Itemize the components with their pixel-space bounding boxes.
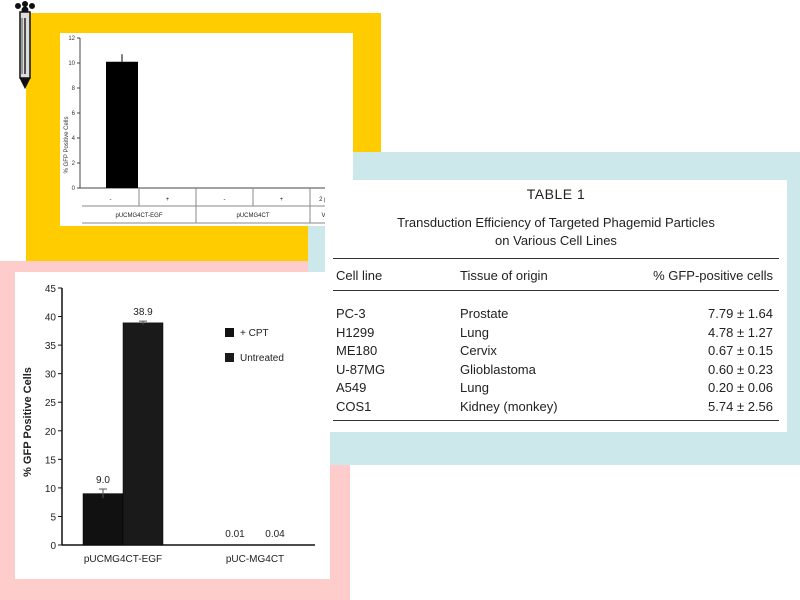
group-label: pUCMG4CT-EGF <box>115 213 162 219</box>
y-tick-label: 15 <box>45 455 57 466</box>
cell-line: COS1 <box>336 398 372 414</box>
tissue-of-origin: Prostate <box>460 306 509 321</box>
treatment-label: + <box>280 197 284 203</box>
table-header-cell: Cell line <box>336 268 383 283</box>
table-caption: Transduction Efficiency of Targeted Phag… <box>397 215 715 230</box>
table-rule <box>333 258 779 259</box>
cell-line: PC-3 <box>336 306 366 321</box>
table-caption: on Various Cell Lines <box>495 233 617 248</box>
treatment-label: - <box>224 197 226 203</box>
tissue-of-origin: Lung <box>460 380 489 395</box>
gfp-positive-value: 0.67 ± 0.15 <box>708 343 773 358</box>
y-tick-label: 25 <box>45 398 57 409</box>
table-panel: TABLE 1 Transduction Efficiency of Targe… <box>325 180 787 432</box>
y-tick-label: 10 <box>68 61 75 67</box>
table-label: TABLE 1 <box>526 186 586 202</box>
gfp-positive-value: 4.78 ± 1.27 <box>708 324 773 340</box>
bar <box>122 322 164 546</box>
y-tick-label: 30 <box>45 370 57 381</box>
y-tick-label: 10 <box>45 484 57 495</box>
y-tick-label: 45 <box>45 284 57 295</box>
data-label: 9.0 <box>96 475 110 486</box>
y-tick-label: 0 <box>72 186 76 192</box>
data-label: 0.04 <box>265 529 285 540</box>
table-rule <box>333 290 779 291</box>
tissue-of-origin: Glioblastoma <box>460 361 536 377</box>
table-rule <box>333 420 779 421</box>
data-label: 0.01 <box>225 529 245 540</box>
cpt-chart-panel: 0 5 10 15 20 25 30 35 40 45 9.0 0.01 38.9 0.04 + CPT… <box>15 272 330 579</box>
legend-swatch <box>225 328 234 337</box>
legend-entry: Untreated <box>240 353 284 364</box>
legend-entry: + CPT <box>240 328 269 339</box>
y-tick-label: 12 <box>68 36 75 42</box>
tissue-of-origin: Kidney (monkey) <box>460 398 558 414</box>
cell-line: H1299 <box>336 324 375 340</box>
cpt-bar-chart: 0 5 10 15 20 25 30 35 40 45 9.0 0.01 38.9 0.04 + CPT… <box>22 284 315 565</box>
treatment-label: + <box>166 197 170 203</box>
y-axis-label: % GFP Positive Cells <box>22 367 34 477</box>
table-header-cell: % GFP-positive cells <box>653 268 773 283</box>
y-tick-label: 20 <box>45 427 57 438</box>
gfp-positive-value: 5.74 ± 2.56 <box>708 398 773 414</box>
legend-swatch <box>225 353 234 362</box>
y-tick-label: 8 <box>72 86 76 92</box>
y-tick-label: 4 <box>72 136 76 142</box>
tissue-of-origin: Cervix <box>460 343 497 358</box>
tissue-of-origin: Lung <box>460 324 489 340</box>
y-tick-label: 6 <box>72 111 76 117</box>
cell-line: ME180 <box>336 343 378 358</box>
y-tick-label: 5 <box>50 512 56 523</box>
gfp-positive-value: 7.79 ± 1.64 <box>708 306 773 321</box>
bar <box>82 493 124 546</box>
gfp-positive-value: 0.60 ± 0.23 <box>708 361 773 377</box>
treatment-label: - <box>110 197 112 203</box>
y-tick-label: 2 <box>72 161 76 167</box>
x-category-label: pUC-MG4CT <box>226 554 284 565</box>
gfp-positive-value: 0.20 ± 0.06 <box>708 380 773 395</box>
y-tick-label: 40 <box>45 313 57 324</box>
pen-logo-icon <box>15 1 35 90</box>
y-tick-label: 0 <box>50 541 56 552</box>
y-tick-label: 35 <box>45 341 57 352</box>
table-header-cell: Tissue of origin <box>460 268 548 283</box>
data-label: 38.9 <box>133 307 153 318</box>
y-axis-label: % GFP Positive Cells <box>64 117 70 174</box>
cell-line: U-87MG <box>336 361 386 377</box>
cell-line: A549 <box>336 380 367 395</box>
bar <box>106 61 138 188</box>
x-category-label: pUCMG4CT-EGF <box>84 554 162 565</box>
group-label: pUCMG4CT <box>236 213 269 219</box>
